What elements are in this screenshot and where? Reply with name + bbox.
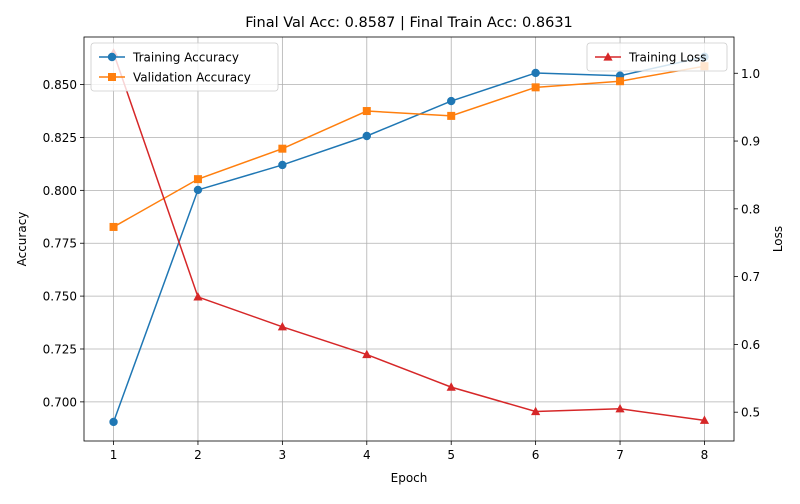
y-left-tick-label: 0.725 <box>43 342 77 356</box>
data-point-training-accuracy <box>193 185 203 195</box>
plot-frame <box>83 36 735 442</box>
series-line-validation-accuracy <box>113 65 705 228</box>
data-point-training-loss <box>615 404 625 413</box>
data-point-validation-accuracy <box>362 107 371 116</box>
data-point-training-accuracy <box>362 131 371 141</box>
series-line-training-accuracy <box>112 56 705 423</box>
data-point-training-accuracy <box>531 68 540 78</box>
y-left-tick-label: 0.800 <box>43 184 77 198</box>
data-point-training-loss <box>362 349 372 359</box>
legend-label-validation-accuracy: Validation Accuracy <box>133 71 251 85</box>
ticks: 1 2 3 4 5 6 7 8 0.700 0.725 0.750 0.775 0.800 0.825 0.… <box>43 67 760 462</box>
x-tick-label: 6 <box>532 448 540 462</box>
x-tick-label: 8 <box>701 448 709 462</box>
x-tick-label: 7 <box>616 448 624 462</box>
data-point-validation-accuracy <box>193 175 202 184</box>
y-left-tick-label: 0.750 <box>43 290 77 304</box>
legend-label-training-accuracy: Training Accuracy <box>132 51 239 65</box>
data-point-validation-accuracy <box>531 83 540 92</box>
y-right-tick-label: 0.8 <box>741 202 760 216</box>
y-right-tick-label: 0.5 <box>741 406 760 420</box>
y-right-tick-label: 1.0 <box>741 67 760 81</box>
data-point-training-accuracy <box>109 417 118 427</box>
data-point-validation-accuracy <box>278 144 287 153</box>
data-point-training-loss <box>699 415 710 424</box>
data-point-validation-accuracy <box>447 111 456 120</box>
legend-swatch-marker <box>107 52 117 62</box>
data-point-training-accuracy <box>278 160 287 170</box>
x-tick-label: 4 <box>363 448 371 462</box>
y-right-tick-label: 0.6 <box>741 338 760 352</box>
legend-frame <box>586 42 728 72</box>
legend-loss: Training Loss <box>586 42 728 72</box>
data-point-training-loss <box>446 382 456 391</box>
y-left-tick-label: 0.700 <box>43 395 77 409</box>
y-axis-left-title: Accuracy <box>15 212 29 267</box>
y-right-tick-label: 0.7 <box>741 270 760 284</box>
y-left-tick-label: 0.825 <box>43 131 77 145</box>
y-right-tick-label: 0.9 <box>741 135 760 149</box>
data-point-validation-accuracy <box>616 77 625 86</box>
data-point-training-loss <box>277 321 287 331</box>
data-point-training-loss <box>531 406 541 416</box>
data-point-validation-accuracy <box>109 222 118 231</box>
legend-accuracy: Training Accuracy Validation Accuracy <box>90 42 279 92</box>
y-axis-right-title: Loss <box>771 226 785 252</box>
grid <box>84 37 734 441</box>
legend-swatch-marker <box>603 52 613 61</box>
x-tick-label: 2 <box>194 448 202 462</box>
data-point-training-accuracy <box>447 96 456 106</box>
x-axis-title: Epoch <box>391 471 428 485</box>
chart-title: Final Val Acc: 0.8587 | Final Train Acc:… <box>245 15 573 31</box>
legend-swatch-marker <box>108 73 116 81</box>
series-line-training-loss <box>112 52 705 422</box>
y-left-tick-label: 0.775 <box>43 237 77 251</box>
x-tick-label: 5 <box>447 448 455 462</box>
data-point-training-loss <box>193 292 203 301</box>
x-tick-label: 3 <box>279 448 287 462</box>
legend-label-training-loss: Training Loss <box>628 51 706 65</box>
legend-frame <box>90 42 279 92</box>
x-tick-label: 1 <box>110 448 118 462</box>
y-left-tick-label: 0.850 <box>43 78 77 92</box>
